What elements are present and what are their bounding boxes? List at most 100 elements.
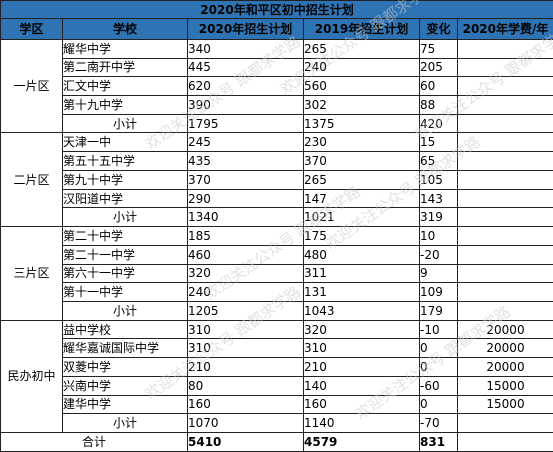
table-title: 2020年和平区初中招生计划 — [0, 0, 553, 20]
subtotal-row: 小计 1340 1021 319 — [1, 207, 553, 228]
plan-2020-cell: 310 — [187, 338, 304, 359]
header-tuition: 2020年学费/年 — [457, 18, 553, 40]
tuition-cell — [457, 282, 553, 302]
change-cell: 319 — [419, 207, 458, 228]
school-name: 小计 — [62, 113, 188, 134]
change-cell: 205 — [419, 57, 458, 78]
table-row: 民办初中 益中学校 310 320 -10 20000 — [0, 319, 553, 433]
tuition-cell — [457, 263, 553, 284]
tuition-cell — [457, 226, 553, 246]
plan-2019-cell: 210 — [303, 357, 420, 377]
district-name: 一片区 — [0, 38, 63, 134]
plan-2020-cell: 390 — [187, 95, 304, 115]
plan-2020-cell: 240 — [187, 282, 304, 302]
plan-2019-cell: 310 — [303, 338, 420, 359]
tuition-cell — [457, 57, 553, 78]
subtotal-row: 小计 1205 1043 179 — [1, 300, 553, 321]
header-plan-2019: 2019年招生计划 — [303, 18, 420, 40]
total-plan-2020: 5410 — [187, 431, 304, 452]
school-name: 汉阳道中学 — [62, 188, 188, 209]
school-name: 第十一中学 — [62, 282, 188, 302]
plan-2020-cell: 245 — [187, 132, 304, 153]
table-row: 第二南开中学 445 240 205 — [1, 57, 553, 78]
table-row: 兴南中学 80 140 -60 15000 — [1, 375, 553, 396]
change-cell: 9 — [419, 263, 458, 284]
total-row: 合计 5410 4579 831 — [0, 431, 553, 452]
subtotal-row: 小计 1795 1375 420 — [1, 113, 553, 134]
school-name: 建华中学 — [62, 394, 188, 415]
change-cell: -70 — [419, 413, 458, 433]
table-row: 第九十中学 370 265 105 — [1, 169, 553, 190]
change-cell: -10 — [419, 319, 458, 340]
header-change: 变化 — [419, 18, 458, 40]
table-row: 一片区 耀华中学 340 265 75 — [0, 38, 553, 134]
tuition-cell: 20000 — [457, 319, 553, 340]
change-cell: 0 — [419, 357, 458, 377]
plan-2020-cell: 435 — [187, 151, 304, 171]
plan-2020-cell: 1795 — [187, 113, 304, 134]
plan-2020-cell: 460 — [187, 244, 304, 265]
change-cell: 10 — [419, 226, 458, 246]
total-plan-2019: 4579 — [303, 431, 420, 452]
school-name: 小计 — [62, 300, 188, 321]
tuition-cell: 15000 — [457, 375, 553, 396]
plan-2019-cell: 1043 — [303, 300, 420, 321]
school-name: 第二南开中学 — [62, 57, 188, 78]
plan-2020-cell: 290 — [187, 188, 304, 209]
change-cell: 15 — [419, 132, 458, 153]
total-label: 合计 — [0, 431, 188, 452]
plan-2019-cell: 175 — [303, 226, 420, 246]
plan-2020-cell: 80 — [187, 375, 304, 396]
change-cell: 88 — [419, 95, 458, 115]
plan-2019-cell: 240 — [303, 57, 420, 78]
school-name: 耀华嘉诚国际中学 — [62, 338, 188, 359]
school-name: 第六十一中学 — [62, 263, 188, 284]
change-cell: 60 — [419, 76, 458, 97]
plan-2020-cell: 340 — [187, 38, 304, 59]
table-row: 汉阳道中学 290 147 143 — [1, 188, 553, 209]
header-district: 学区 — [0, 18, 63, 40]
school-name: 双菱中学 — [62, 357, 188, 377]
plan-2020-cell: 445 — [187, 57, 304, 78]
plan-2019-cell: 311 — [303, 263, 420, 284]
change-cell: 179 — [419, 300, 458, 321]
change-cell: 105 — [419, 169, 458, 190]
school-name: 第二十一中学 — [62, 244, 188, 265]
plan-2020-cell: 620 — [187, 76, 304, 97]
plan-2020-cell: 320 — [187, 263, 304, 284]
tuition-cell — [457, 188, 553, 209]
tuition-cell — [457, 38, 553, 59]
tuition-cell — [457, 413, 553, 433]
total-tuition — [457, 431, 553, 452]
table-row: 三片区 第二十中学 185 175 10 — [0, 226, 553, 321]
school-name: 耀华中学 — [62, 38, 188, 59]
plan-2019-cell: 560 — [303, 76, 420, 97]
change-cell: 75 — [419, 38, 458, 59]
plan-2019-cell: 302 — [303, 95, 420, 115]
change-cell: 109 — [419, 282, 458, 302]
change-cell: 420 — [419, 113, 458, 134]
district-name: 民办初中 — [0, 319, 63, 433]
change-cell: -20 — [419, 244, 458, 265]
plan-2019-cell: 1021 — [303, 207, 420, 228]
plan-2020-cell: 1070 — [187, 413, 304, 433]
plan-2019-cell: 230 — [303, 132, 420, 153]
plan-2020-cell: 1205 — [187, 300, 304, 321]
tuition-cell: 20000 — [457, 338, 553, 359]
tuition-cell — [457, 244, 553, 265]
plan-2019-cell: 370 — [303, 151, 420, 171]
table-row: 第十九中学 390 302 88 — [1, 95, 553, 115]
change-cell: 65 — [419, 151, 458, 171]
plan-2020-cell: 1340 — [187, 207, 304, 228]
school-name: 小计 — [62, 207, 188, 228]
tuition-cell — [457, 76, 553, 97]
change-cell: 0 — [419, 394, 458, 415]
plan-2019-cell: 160 — [303, 394, 420, 415]
district-name: 二片区 — [0, 132, 63, 228]
table-row: 汇文中学 620 560 60 — [1, 76, 553, 97]
school-name: 益中学校 — [62, 319, 188, 340]
school-name: 汇文中学 — [62, 76, 188, 97]
plan-2020-cell: 185 — [187, 226, 304, 246]
tuition-cell — [457, 95, 553, 115]
